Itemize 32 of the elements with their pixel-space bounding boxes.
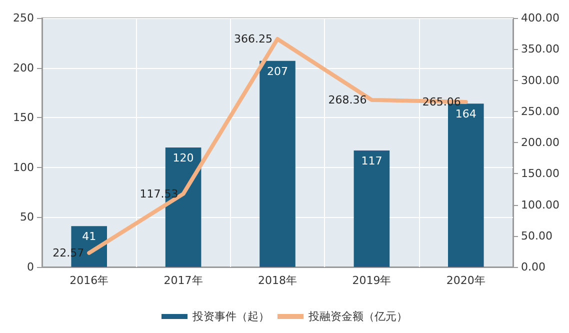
y2-tick-label: 150.00 [521, 167, 560, 180]
data-label: 207 [267, 64, 288, 78]
y2-tick-label: 50.00 [521, 229, 552, 242]
y-tick-label: 250 [13, 12, 34, 24]
y-tick-label: 0 [27, 260, 34, 274]
y-tick-label: 200 [13, 61, 34, 74]
y2-tick-label: 250.00 [521, 104, 560, 118]
y2-tick-label: 200.00 [521, 136, 560, 149]
y-tick-label: 150 [13, 111, 34, 124]
data-label: 366.25 [234, 32, 272, 46]
x-tick-label: 2017年 [164, 274, 203, 287]
x-tick-label: 2018年 [258, 274, 297, 287]
data-label: 164 [455, 108, 476, 121]
data-label: 41 [82, 230, 96, 244]
x-tick-label: 2016年 [70, 274, 109, 287]
y-tick-label: 50 [20, 210, 34, 224]
data-label: 265.06 [422, 96, 461, 108]
y2-tick-label: 350.00 [521, 42, 560, 56]
bar [260, 60, 296, 267]
x-tick-label: 2020年 [446, 274, 486, 287]
y2-tick-label: 400.00 [521, 12, 560, 24]
y2-tick-label: 0.00 [521, 260, 546, 274]
bar [354, 150, 390, 267]
y2-tick-label: 100.00 [521, 198, 560, 212]
data-label: 117 [361, 154, 382, 168]
data-label: 120 [172, 151, 194, 164]
legend-label: 投融资金额（亿元） [308, 310, 408, 323]
legend-label: 投资事件（起） [192, 310, 270, 323]
y2-tick-label: 300.00 [521, 74, 560, 87]
data-label: 268.36 [328, 93, 367, 106]
x-tick-label: 2019年 [352, 274, 392, 287]
y-tick-label: 100 [13, 160, 34, 174]
